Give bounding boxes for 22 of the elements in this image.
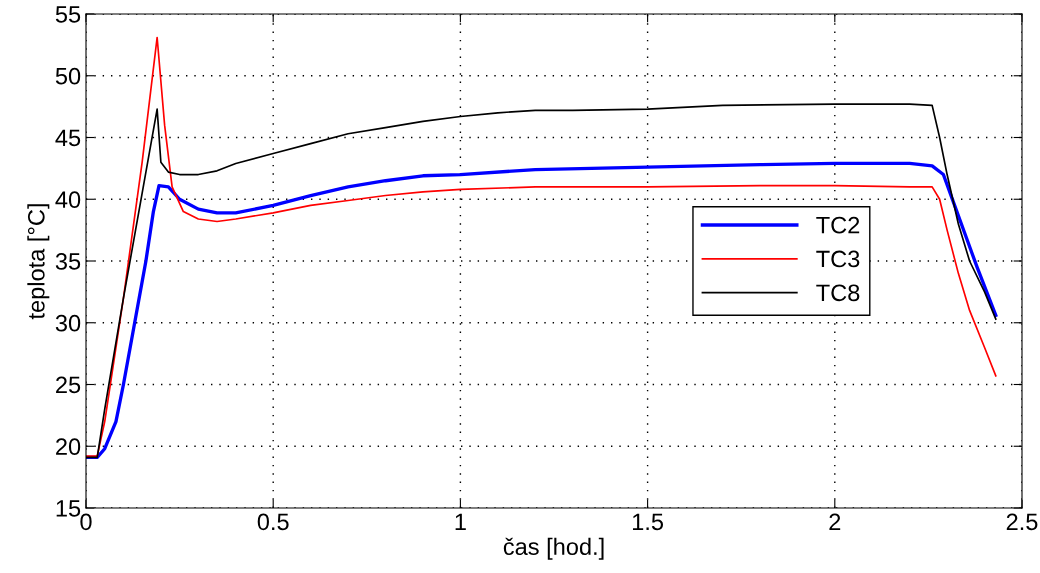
y-axis-title: teplota [°C] [27,204,50,320]
y-tick-label: 30 [55,314,81,332]
x-tick-label: 1.5 [632,513,664,531]
y-tick-label: 25 [56,376,81,394]
y-tick-label: 55 [55,6,81,23]
x-tick-label: 0.5 [257,513,289,531]
y-tick-label: 35 [55,253,81,270]
x-tick-label: 2.5 [1006,513,1038,531]
legend-label: TC2 [816,216,860,234]
x-tick-label: 0 [80,513,92,531]
x-axis-title: čas [hod.] [503,537,604,560]
y-tick-label: 15 [56,500,81,517]
x-tick-label: 1 [455,513,466,530]
line-series [86,36,997,457]
legend-label: TC3 [816,250,860,268]
y-tick-label: 40 [55,191,81,209]
line-series [86,161,998,460]
x-tick-label: 2 [829,513,841,530]
y-tick-label: 50 [55,67,81,85]
y-tick-label: 45 [55,129,81,147]
y-tick-label: 20 [56,438,81,456]
legend-label: TC8 [816,284,860,302]
